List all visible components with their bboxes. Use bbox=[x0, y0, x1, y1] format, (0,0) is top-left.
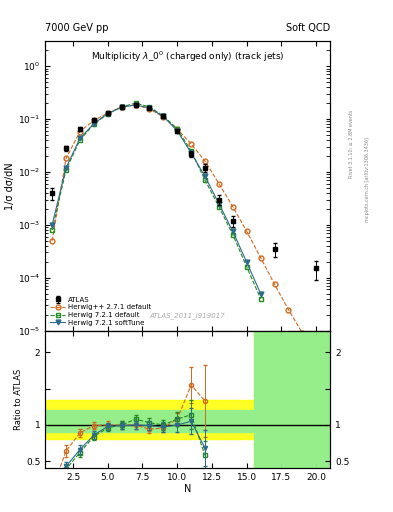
Herwig++ 2.7.1 default bbox=[203, 158, 208, 164]
Herwig 7.2.1 softTune bbox=[77, 135, 82, 141]
Herwig 7.2.1 default bbox=[258, 295, 263, 302]
Herwig 7.2.1 softTune bbox=[203, 174, 208, 180]
Herwig++ 2.7.1 default bbox=[64, 155, 68, 161]
Herwig++ 2.7.1 default bbox=[92, 117, 96, 123]
Herwig++ 2.7.1 default bbox=[147, 106, 152, 112]
Text: Soft QCD: Soft QCD bbox=[286, 23, 330, 33]
Herwig 7.2.1 softTune bbox=[244, 259, 249, 265]
Herwig 7.2.1 softTune bbox=[230, 228, 235, 234]
Herwig 7.2.1 default bbox=[92, 121, 96, 127]
Herwig 7.2.1 softTune bbox=[92, 120, 96, 126]
Herwig 7.2.1 default bbox=[119, 104, 124, 110]
Herwig++ 2.7.1 default bbox=[286, 307, 291, 313]
Herwig 7.2.1 softTune bbox=[147, 105, 152, 111]
Herwig++ 2.7.1 default bbox=[314, 355, 319, 361]
Herwig 7.2.1 softTune bbox=[119, 104, 124, 110]
Herwig 7.2.1 default bbox=[64, 167, 68, 173]
Text: Rivet 3.1.10; ≥ 2.8M events: Rivet 3.1.10; ≥ 2.8M events bbox=[349, 109, 354, 178]
Line: Herwig 7.2.1 softTune: Herwig 7.2.1 softTune bbox=[50, 102, 263, 296]
Herwig 7.2.1 default bbox=[217, 204, 221, 210]
X-axis label: N: N bbox=[184, 484, 191, 494]
Herwig 7.2.1 softTune bbox=[175, 127, 180, 134]
Herwig 7.2.1 default bbox=[105, 111, 110, 117]
Text: ATLAS_2011_I919017: ATLAS_2011_I919017 bbox=[150, 312, 226, 319]
Herwig++ 2.7.1 default bbox=[258, 254, 263, 261]
Herwig 7.2.1 softTune bbox=[64, 165, 68, 171]
Text: Multiplicity $\lambda\_0^0$ (charged only) (track jets): Multiplicity $\lambda\_0^0$ (charged onl… bbox=[91, 50, 285, 64]
Herwig 7.2.1 default bbox=[77, 137, 82, 143]
Herwig 7.2.1 softTune bbox=[105, 111, 110, 117]
Line: Herwig++ 2.7.1 default: Herwig++ 2.7.1 default bbox=[50, 102, 319, 360]
Text: mcplots.cern.ch [arXiv:1306.3436]: mcplots.cern.ch [arXiv:1306.3436] bbox=[365, 137, 370, 222]
Herwig 7.2.1 softTune bbox=[189, 150, 193, 156]
Legend: ATLAS, Herwig++ 2.7.1 default, Herwig 7.2.1 default, Herwig 7.2.1 softTune: ATLAS, Herwig++ 2.7.1 default, Herwig 7.… bbox=[49, 295, 153, 327]
Y-axis label: Ratio to ATLAS: Ratio to ATLAS bbox=[14, 369, 23, 430]
Herwig 7.2.1 default bbox=[244, 264, 249, 270]
Text: 7000 GeV pp: 7000 GeV pp bbox=[45, 23, 109, 33]
Herwig++ 2.7.1 default bbox=[77, 129, 82, 135]
Herwig 7.2.1 default bbox=[230, 231, 235, 238]
Herwig++ 2.7.1 default bbox=[175, 126, 180, 132]
Herwig 7.2.1 softTune bbox=[258, 290, 263, 296]
Herwig++ 2.7.1 default bbox=[105, 110, 110, 116]
Herwig++ 2.7.1 default bbox=[50, 238, 55, 244]
Herwig 7.2.1 default bbox=[161, 113, 166, 119]
Herwig++ 2.7.1 default bbox=[217, 181, 221, 187]
Y-axis label: 1/σ dσ/dN: 1/σ dσ/dN bbox=[5, 162, 15, 209]
Herwig 7.2.1 softTune bbox=[133, 102, 138, 108]
Herwig 7.2.1 default bbox=[175, 126, 180, 132]
Herwig 7.2.1 default bbox=[189, 148, 193, 154]
Herwig++ 2.7.1 default bbox=[230, 204, 235, 210]
Herwig 7.2.1 softTune bbox=[217, 201, 221, 207]
Herwig 7.2.1 softTune bbox=[50, 222, 55, 228]
Herwig++ 2.7.1 default bbox=[161, 114, 166, 120]
Herwig++ 2.7.1 default bbox=[300, 330, 305, 336]
Herwig 7.2.1 default bbox=[133, 100, 138, 106]
Line: Herwig 7.2.1 default: Herwig 7.2.1 default bbox=[50, 101, 263, 301]
Herwig 7.2.1 softTune bbox=[161, 113, 166, 119]
Herwig++ 2.7.1 default bbox=[244, 228, 249, 234]
Herwig++ 2.7.1 default bbox=[119, 104, 124, 110]
Herwig 7.2.1 default bbox=[147, 104, 152, 110]
Herwig 7.2.1 default bbox=[50, 227, 55, 233]
Herwig++ 2.7.1 default bbox=[272, 281, 277, 287]
Herwig++ 2.7.1 default bbox=[133, 102, 138, 108]
Herwig++ 2.7.1 default bbox=[189, 141, 193, 147]
Herwig 7.2.1 default bbox=[203, 177, 208, 183]
